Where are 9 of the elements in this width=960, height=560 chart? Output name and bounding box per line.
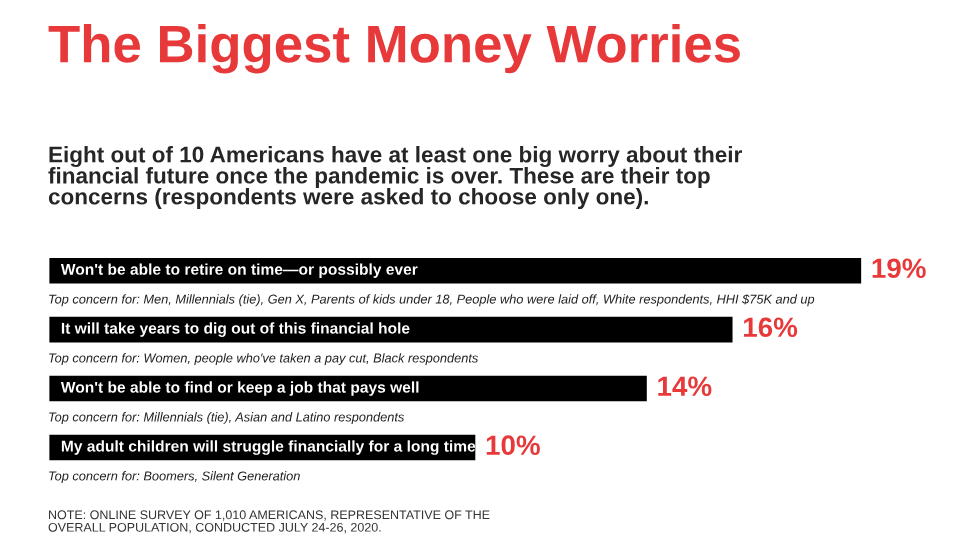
bar bbox=[48, 314, 736, 346]
chart-title: The Biggest Money Worries bbox=[48, 24, 740, 74]
data-label: 10% bbox=[486, 435, 540, 456]
bar bbox=[48, 255, 864, 287]
bar bbox=[48, 373, 650, 405]
data-label: 19% bbox=[872, 258, 926, 279]
data-label: 16% bbox=[744, 317, 798, 338]
chart-subtitle: Eight out of 10 Americans have at least one big worry about their financial future once the pandemic is over. These are their top concerns (respondents were asked to choose only one). bbox=[48, 146, 742, 210]
data-label: 14% bbox=[658, 376, 712, 396]
